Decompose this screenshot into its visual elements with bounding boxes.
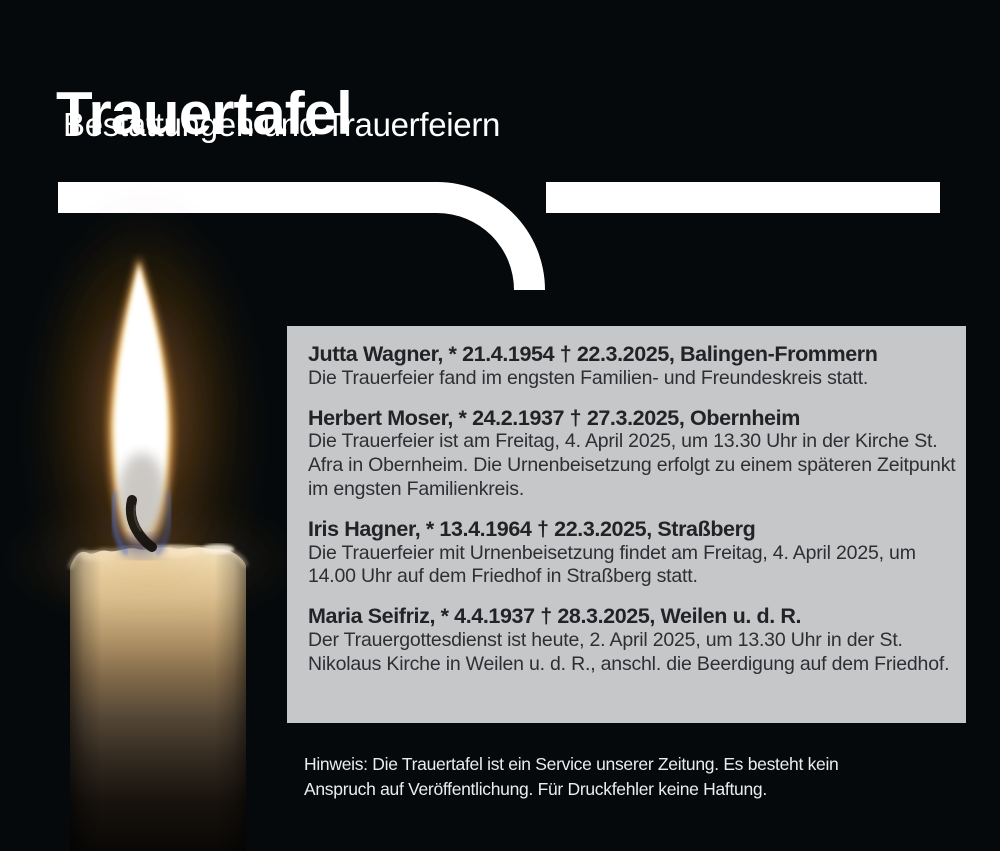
notice-line-2: Anspruch auf Veröffentlichung. Für Druck… (304, 778, 767, 799)
entry-details: Die Trauerfeier ist am Freitag, 4. April… (308, 430, 956, 500)
flame-blue-base-pool (120, 534, 164, 558)
entry-details: Der Trauergottesdienst ist heute, 2. Apr… (308, 628, 950, 675)
page-subtitle: Bestattungen und Trauerfeiern (63, 106, 501, 143)
entry-details: Die Trauerfeier mit Urnenbeisetzung find… (308, 541, 916, 588)
entry-heading: Maria Seifriz, * 4.4.1937 † 28.3.2025, W… (308, 604, 802, 629)
entry-heading: Jutta Wagner, * 21.4.1954 † 22.3.2025, B… (308, 342, 878, 366)
divider-rule-right (546, 182, 940, 213)
obituary-list: Jutta Wagner, * 21.4.1954 † 22.3.2025, B… (308, 342, 956, 677)
candle-flame (46, 225, 236, 585)
divider-elbow-curve (437, 182, 545, 290)
entry-details: Die Trauerfeier fand im engsten Familien… (308, 366, 869, 389)
obituary-entry: Herbert Moser, * 24.2.1937 † 27.3.2025, … (308, 405, 956, 502)
entry-heading: Iris Hagner, * 13.4.1964 † 22.3.2025, St… (308, 516, 756, 541)
candle-wick (125, 495, 157, 552)
page-title: Trauertafel (56, 80, 353, 148)
notice-text: Hinweis: Die Trauertafel ist ein Service… (304, 752, 839, 801)
obituary-entry: Maria Seifriz, * 4.4.1937 † 28.3.2025, W… (308, 604, 956, 676)
entry-heading: Herbert Moser, * 24.2.1937 † 27.3.2025, … (308, 405, 800, 430)
obituary-panel: Jutta Wagner, * 21.4.1954 † 22.3.2025, B… (287, 326, 966, 723)
candle-body (2, 500, 302, 851)
obituary-entry: Iris Hagner, * 13.4.1964 † 22.3.2025, St… (308, 516, 956, 589)
obituary-entry: Jutta Wagner, * 21.4.1954 † 22.3.2025, B… (308, 342, 956, 391)
notice-line-1: Hinweis: Die Trauertafel ist ein Service… (304, 754, 839, 774)
wick-highlight (133, 504, 142, 532)
